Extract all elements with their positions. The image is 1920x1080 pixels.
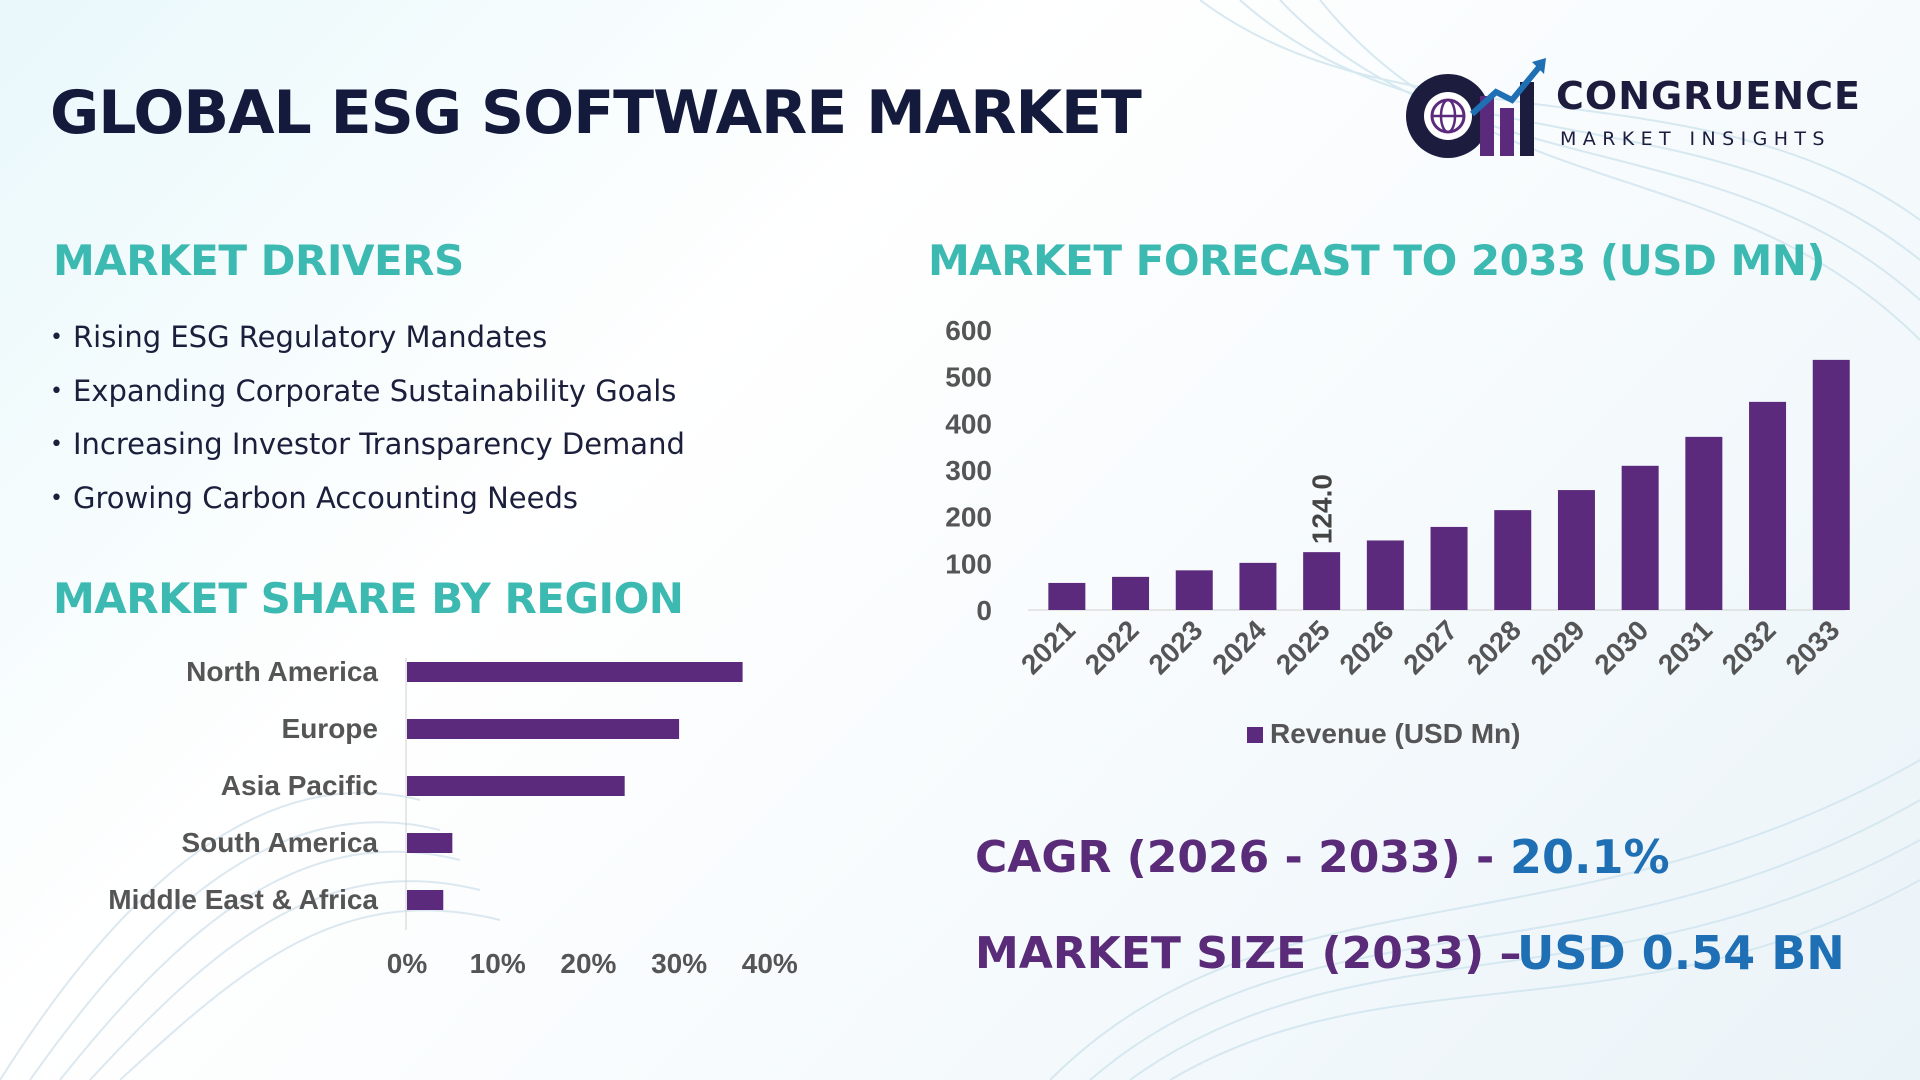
revenue-bar [1557,490,1595,610]
revenue-bar [1812,359,1850,610]
x-tick-label: 2031 [1652,614,1718,680]
y-tick-label: 300 [945,455,992,486]
revenue-bar [1494,510,1532,610]
data-label: 124.0 [1307,474,1338,544]
revenue-bar [1430,526,1468,610]
x-tick-label: 20% [560,948,616,979]
page-title: GLOBAL ESG SOFTWARE MARKET [50,78,1142,148]
company-logo: CONGRUENCE MARKET INSIGHTS [1400,52,1880,162]
region-bar [407,890,444,910]
x-tick-label: 2024 [1206,614,1272,680]
region-bar [407,833,453,853]
revenue-bar [1175,570,1213,610]
category-label: Asia Pacific [221,770,378,801]
region-bar [407,662,743,682]
x-tick-label: 2022 [1079,614,1145,680]
regions-heading: MARKET SHARE BY REGION [53,574,684,623]
legend-label: Revenue (USD Mn) [1270,718,1520,749]
revenue-bar [1239,562,1277,610]
revenue-forecast-chart: 0100200300400500600202120222023202420252… [945,315,1850,749]
region-bar [407,776,625,796]
x-tick-label: 0% [387,948,428,979]
y-tick-label: 400 [945,408,992,439]
x-tick-label: 10% [470,948,526,979]
x-tick-label: 2027 [1397,614,1463,680]
drivers-heading: MARKET DRIVERS [53,236,464,285]
y-tick-label: 100 [945,548,992,579]
revenue-bar [1048,582,1086,610]
x-tick-label: 40% [742,948,798,979]
logo-mark-icon [1406,58,1546,158]
driver-item: Increasing Investor Transparency Demand [50,427,685,481]
region-share-chart: North America Europe Asia Pacific South Ame… [108,656,798,979]
legend-swatch [1247,727,1263,743]
y-tick-label: 600 [945,315,992,346]
y-tick-label: 500 [945,362,992,393]
revenue-bar [1685,436,1723,610]
x-tick-label: 2023 [1143,614,1209,680]
category-label: South America [181,827,378,858]
revenue-bar [1621,465,1659,610]
x-tick-label: 2025 [1270,614,1336,680]
market-size-value: USD 0.54 BN [1517,926,1845,980]
x-tick-label: 2029 [1525,614,1591,680]
y-tick-label: 0 [976,595,992,626]
x-tick-label: 2026 [1334,614,1400,680]
cagr-value: 20.1% [1510,830,1670,884]
category-label: Europe [282,713,378,744]
driver-item: Rising ESG Regulatory Mandates [50,320,685,374]
driver-item: Growing Carbon Accounting Needs [50,481,685,535]
revenue-bar [1112,576,1150,610]
logo-tagline: MARKET INSIGHTS [1560,128,1831,150]
driver-item: Expanding Corporate Sustainability Goals [50,374,685,428]
y-tick-label: 200 [945,502,992,533]
drivers-list: Rising ESG Regulatory Mandates Expanding… [50,320,685,534]
category-label: North America [186,656,378,687]
logo-name: CONGRUENCE [1556,74,1861,118]
x-tick-label: 30% [651,948,707,979]
category-label: Middle East & Africa [108,884,378,915]
region-bar [407,719,680,739]
x-tick-label: 2033 [1780,614,1846,680]
revenue-bar [1749,401,1787,610]
revenue-bar [1303,552,1341,610]
cagr-label: CAGR (2026 - 2033) - [975,832,1495,883]
x-tick-label: 2032 [1716,614,1782,680]
forecast-heading: MARKET FORECAST TO 2033 (USD MN) [928,236,1826,285]
x-tick-label: 2030 [1588,614,1654,680]
x-tick-label: 2028 [1461,614,1527,680]
market-size-label: MARKET SIZE (2033) – [975,928,1522,979]
x-tick-label: 2021 [1015,614,1081,680]
revenue-bar [1366,540,1404,610]
